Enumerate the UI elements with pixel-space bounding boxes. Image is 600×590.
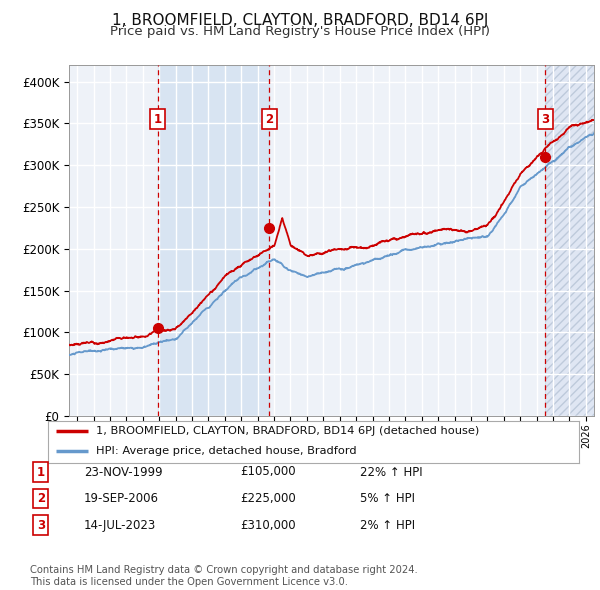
Text: 5% ↑ HPI: 5% ↑ HPI [360,492,415,505]
Text: 2% ↑ HPI: 2% ↑ HPI [360,519,415,532]
Text: HPI: Average price, detached house, Bradford: HPI: Average price, detached house, Brad… [96,446,356,456]
Bar [545,65,594,416]
Text: 23-NOV-1999: 23-NOV-1999 [84,466,163,478]
Text: Contains HM Land Registry data © Crown copyright and database right 2024.
This d: Contains HM Land Registry data © Crown c… [30,565,418,587]
Text: Price paid vs. HM Land Registry's House Price Index (HPI): Price paid vs. HM Land Registry's House … [110,25,490,38]
Text: £310,000: £310,000 [240,519,296,532]
Text: 19-SEP-2006: 19-SEP-2006 [84,492,159,505]
Text: 3: 3 [541,113,550,126]
Text: 1, BROOMFIELD, CLAYTON, BRADFORD, BD14 6PJ: 1, BROOMFIELD, CLAYTON, BRADFORD, BD14 6… [112,13,488,28]
Text: 1: 1 [154,113,161,126]
Text: 2: 2 [265,113,274,126]
Text: 14-JUL-2023: 14-JUL-2023 [84,519,156,532]
Text: 2: 2 [37,492,45,505]
Text: 1, BROOMFIELD, CLAYTON, BRADFORD, BD14 6PJ (detached house): 1, BROOMFIELD, CLAYTON, BRADFORD, BD14 6… [96,427,479,436]
Text: 1: 1 [37,466,45,478]
Text: £105,000: £105,000 [240,466,296,478]
Text: 22% ↑ HPI: 22% ↑ HPI [360,466,422,478]
Text: £225,000: £225,000 [240,492,296,505]
Bar [158,65,269,416]
Text: 3: 3 [37,519,45,532]
